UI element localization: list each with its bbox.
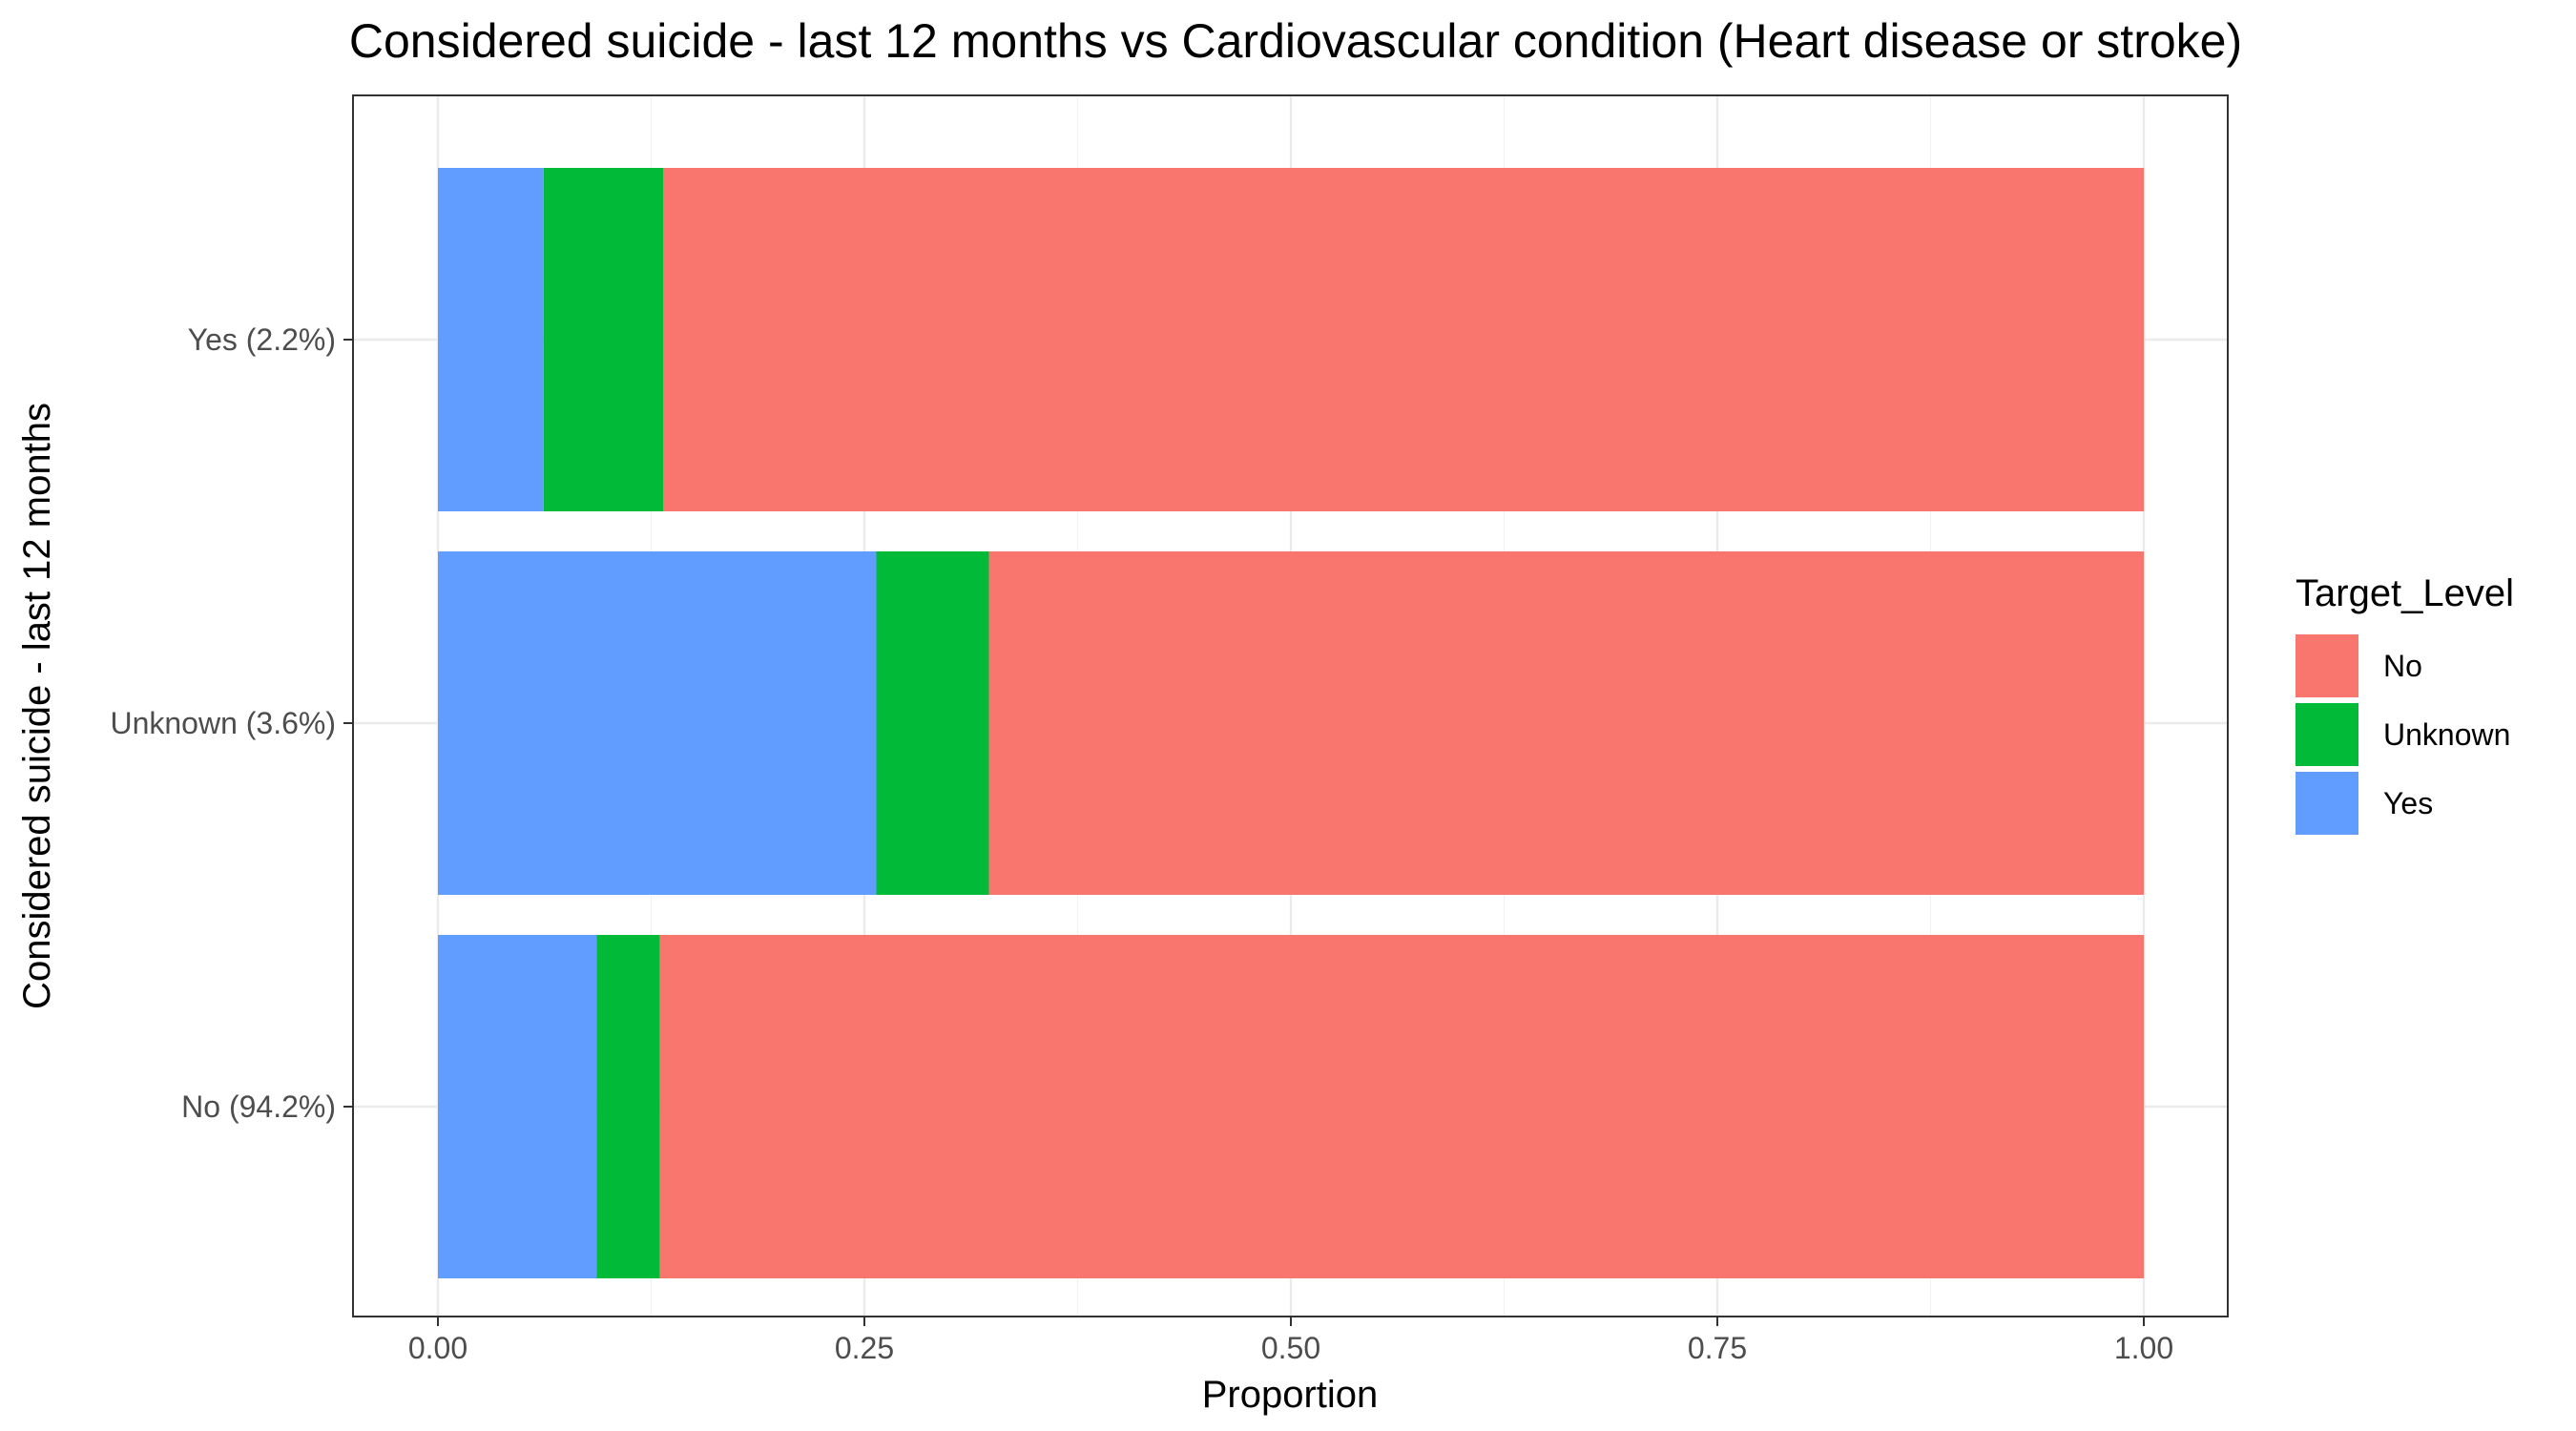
bar-no-1: [988, 551, 2144, 895]
bar-unknown-1: [876, 551, 989, 895]
legend-key-yes: [2296, 772, 2358, 835]
legend: Target_Level No Unknown Yes: [2296, 572, 2514, 835]
bar-yes-2: [438, 935, 597, 1278]
bar-no-2: [659, 935, 2145, 1278]
y-axis: Yes (2.2%) Unknown (3.6%) No (94.2%): [110, 322, 353, 1124]
legend-key-no: [2296, 634, 2358, 697]
y-tick-label: Unknown (3.6%): [110, 706, 336, 740]
x-axis: 0.00 0.25 0.50 0.75 1.00: [408, 1317, 2173, 1365]
bar-yes-1: [438, 551, 877, 895]
bar-unknown-0: [543, 168, 664, 511]
x-tick-label: 0.25: [835, 1331, 894, 1365]
bar-unknown-2: [596, 935, 660, 1278]
bar-yes-0: [438, 168, 544, 511]
legend-label-yes: Yes: [2383, 786, 2433, 820]
legend-label-unknown: Unknown: [2383, 717, 2510, 752]
y-tick-label: No (94.2%): [181, 1089, 336, 1124]
x-axis-title: Proportion: [1202, 1374, 1379, 1416]
x-tick-label: 0.75: [1688, 1331, 1747, 1365]
y-tick-label: Yes (2.2%): [188, 322, 336, 357]
x-tick-label: 1.00: [2114, 1331, 2173, 1365]
legend-title: Target_Level: [2296, 572, 2514, 614]
x-tick-label: 0.00: [408, 1331, 467, 1365]
legend-key-unknown: [2296, 703, 2358, 766]
bar-no-0: [663, 168, 2144, 511]
chart-title: Considered suicide - last 12 months vs C…: [349, 14, 2242, 68]
y-axis-title: Considered suicide - last 12 months: [16, 403, 58, 1009]
x-tick-label: 0.50: [1261, 1331, 1320, 1365]
legend-label-no: No: [2383, 649, 2422, 683]
bars: [438, 168, 2145, 1278]
